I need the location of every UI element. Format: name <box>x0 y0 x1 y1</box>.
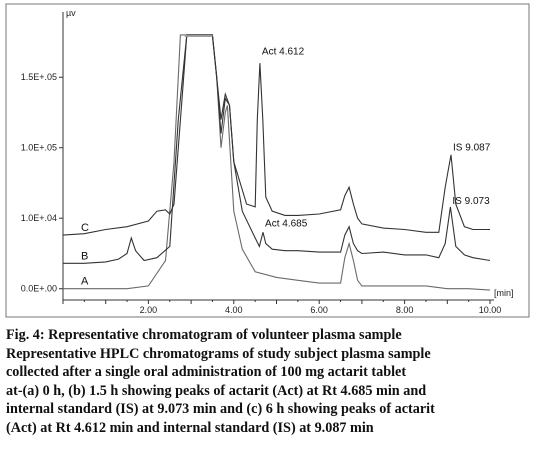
chromatogram-chart: µv 0.0E+.00 1.0E+.04 1.0E+.05 1.5E+.05 2.00 4.… <box>5 3 530 318</box>
series-line-b <box>63 34 491 264</box>
y-axis-label: µv <box>66 8 76 18</box>
y-tick-label: 1.0E+.05 <box>21 143 57 153</box>
series-line-c <box>62 34 490 236</box>
x-tick-label: 2.00 <box>140 305 158 315</box>
caption-line: internal standard (IS) at 9.073 min and … <box>6 401 435 418</box>
series-label-a: A <box>81 276 89 288</box>
peak-annotation: Act 4.685 <box>265 219 308 230</box>
figure-caption: Fig. 4: Representative chromatogram of v… <box>6 326 530 438</box>
x-tick-label: 4.00 <box>225 305 243 315</box>
caption-title: Fig. 4: Representative chromatogram of v… <box>6 327 402 343</box>
caption-line: Representative HPLC chromatograms of stu… <box>6 345 431 362</box>
caption-line: at-(a) 0 h, (b) 1.5 h showing peaks of a… <box>6 382 427 399</box>
y-tick-label: 1.5E+.05 <box>21 72 57 82</box>
series-line-a <box>63 34 491 291</box>
x-tick-label: 6.00 <box>310 305 328 315</box>
peak-annotation: IS 9.087 <box>453 143 491 154</box>
figure-border <box>5 3 530 318</box>
caption-line: (Act) at Rt 4.612 min and internal stand… <box>6 419 374 436</box>
x-tick-label: 10.00 <box>479 305 502 315</box>
x-tick-label: 8.00 <box>396 305 414 315</box>
peak-annotation: Act 4.612 <box>262 47 305 58</box>
y-tick-label: 1.0E+.04 <box>21 213 57 223</box>
x-axis-label: [min] <box>494 288 514 298</box>
saturation-cap <box>184 34 213 37</box>
figure-panel: µv 0.0E+.00 1.0E+.04 1.0E+.05 1.5E+.05 2.00 4.… <box>5 3 530 318</box>
caption-line: collected after a single oral administra… <box>6 364 407 381</box>
y-tick-label: 0.0E+.00 <box>21 284 57 294</box>
series-label-c: C <box>81 222 89 234</box>
peak-annotation: IS 9.073 <box>452 196 490 207</box>
series-label-b: B <box>81 250 88 262</box>
